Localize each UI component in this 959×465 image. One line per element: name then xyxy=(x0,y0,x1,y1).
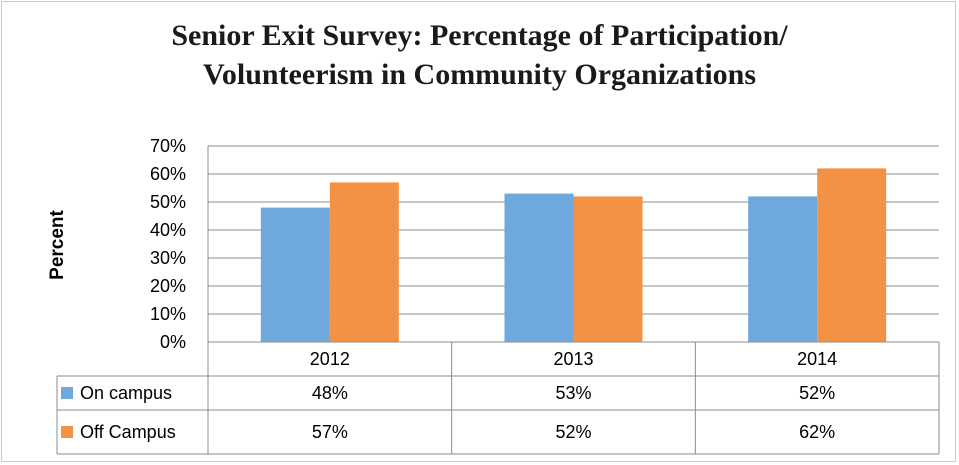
chart-title: Senior Exit Survey: Percentage of Partic… xyxy=(0,16,959,94)
bar-on-campus-2013 xyxy=(504,193,574,342)
y-tick-label: 70% xyxy=(150,136,186,156)
y-tick-label: 60% xyxy=(150,164,186,184)
y-tick-label: 50% xyxy=(150,192,186,212)
bar-off-campus-2012 xyxy=(329,182,399,342)
bar-on-campus-2012 xyxy=(260,207,330,342)
y-tick-label: 30% xyxy=(150,248,186,268)
y-tick-label: 20% xyxy=(150,276,186,296)
bar-on-campus-2014 xyxy=(748,196,818,342)
y-tick-label: 40% xyxy=(150,220,186,240)
y-tick-label: 0% xyxy=(160,332,186,352)
bar-off-campus-2013 xyxy=(573,196,643,342)
chart-title-line-1: Senior Exit Survey: Percentage of Partic… xyxy=(171,19,788,52)
y-tick-label: 10% xyxy=(150,304,186,324)
bar-off-campus-2014 xyxy=(817,168,887,342)
chart-title-line-2: Volunteerism in Community Organizations xyxy=(202,58,757,91)
